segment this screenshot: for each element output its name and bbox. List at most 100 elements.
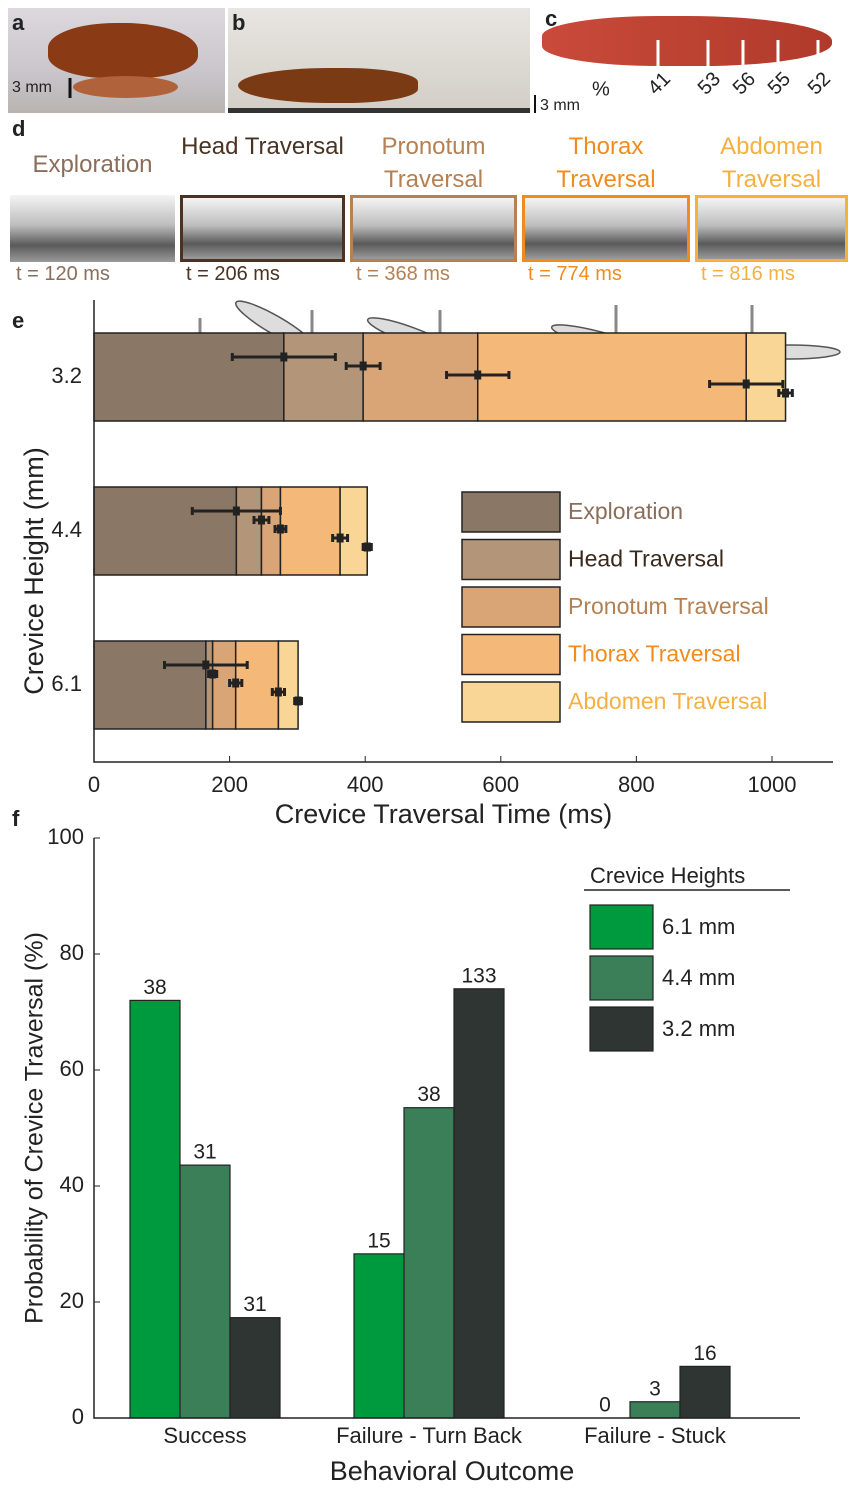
- error-bar: [163, 660, 249, 670]
- bar-segment: [283, 332, 364, 422]
- bar: [453, 988, 505, 1419]
- error-bar: [344, 361, 382, 371]
- error-bar: [708, 379, 785, 389]
- cockroach: [238, 68, 418, 103]
- count-label: 15: [367, 1229, 390, 1252]
- legend-swatch: [461, 681, 561, 723]
- stage-title: Abdomen Traversal: [720, 133, 823, 193]
- segment-label: 56: [729, 68, 760, 99]
- panel-letter: c: [545, 6, 557, 31]
- legend-title: Crevice Heights: [590, 863, 745, 888]
- floor: [228, 108, 530, 113]
- stage-title: Exploration: [32, 151, 153, 178]
- bar-segment: [93, 640, 207, 730]
- bar-segment: [277, 640, 299, 730]
- panel-letter: e: [12, 308, 24, 333]
- stage-time: t = 774 ms: [528, 263, 622, 285]
- y-tick-label: 60: [60, 1056, 84, 1081]
- bar-segment: [476, 332, 747, 422]
- x-tick-label: Failure - Turn Back: [336, 1423, 523, 1448]
- y-tick-label: 4.4: [51, 517, 82, 542]
- legend-label: 3.2 mm: [662, 1016, 735, 1041]
- count-label: 133: [461, 964, 496, 987]
- y-tick-label: 3.2: [51, 363, 82, 388]
- bar-segment: [93, 332, 285, 422]
- coin: [73, 76, 178, 98]
- legend-swatch: [461, 491, 561, 533]
- panel-letter: d: [12, 116, 25, 141]
- x-tick-label: Failure - Stuck: [584, 1423, 727, 1448]
- bar: [403, 1107, 455, 1419]
- legend-label: 6.1 mm: [662, 914, 735, 939]
- legend-swatch: [589, 904, 654, 950]
- x-tick-label: Success: [163, 1423, 246, 1448]
- bar-segment: [745, 332, 787, 422]
- bar: [629, 1401, 681, 1419]
- bar-segment: [339, 486, 368, 576]
- photo-c: [534, 8, 848, 113]
- bar: [679, 1365, 731, 1419]
- segment-label: 41: [644, 68, 675, 99]
- bar-segment: [279, 486, 341, 576]
- count-label: 3: [649, 1377, 661, 1400]
- y-tick-label: 80: [60, 940, 84, 965]
- legend-label: Thorax Traversal: [568, 641, 741, 667]
- bar: [229, 1317, 281, 1419]
- y-tick-label: 0: [72, 1404, 84, 1429]
- legend-swatch: [461, 538, 561, 581]
- error-bar: [361, 542, 373, 552]
- y-axis-label: Crevice Height (mm): [19, 447, 49, 695]
- error-bar: [293, 696, 303, 706]
- panel-letter: a: [12, 10, 25, 35]
- photo-a: [8, 8, 225, 113]
- segment-label: 52: [804, 68, 835, 99]
- x-tick-label: 800: [618, 772, 655, 797]
- legend-swatch: [461, 586, 561, 628]
- cockroach: [48, 23, 198, 78]
- cockroach: [542, 16, 832, 66]
- stage-time: t = 368 ms: [356, 263, 450, 285]
- count-label: 38: [143, 976, 166, 999]
- error-bar: [252, 515, 271, 525]
- bar: [179, 1164, 231, 1419]
- y-axis-label: Probability of Crevice Traversal (%): [21, 932, 49, 1324]
- unit-label: %: [592, 78, 610, 100]
- count-label: 31: [243, 1293, 266, 1316]
- x-tick-label: 0: [88, 772, 100, 797]
- error-bar: [273, 524, 288, 534]
- scale-label: 3 mm: [12, 79, 52, 96]
- stage-image: [10, 195, 175, 262]
- error-bar: [777, 388, 794, 398]
- bar: [353, 1253, 405, 1419]
- error-bar: [270, 687, 287, 697]
- stage-image: [350, 195, 517, 262]
- legend-label: Pronotum Traversal: [568, 593, 769, 619]
- stage-title: Pronotum Traversal: [381, 133, 486, 193]
- error-bar: [228, 678, 244, 688]
- bar-segment: [93, 486, 238, 576]
- error-bar: [230, 352, 337, 362]
- photo-b: [228, 8, 530, 113]
- count-label: 16: [693, 1342, 716, 1365]
- legend-swatch: [589, 1006, 654, 1052]
- stage-time: t = 120 ms: [16, 263, 110, 285]
- count-label: 0: [599, 1394, 611, 1417]
- x-axis-label: Crevice Traversal Time (ms): [275, 799, 613, 829]
- bar: [129, 999, 181, 1419]
- axis-line: [93, 838, 800, 1419]
- panel-letter: b: [232, 10, 245, 35]
- bar-segment: [362, 332, 479, 422]
- legend-label: Abdomen Traversal: [568, 688, 767, 714]
- y-tick-label: 100: [47, 824, 84, 849]
- panel-letter: f: [12, 806, 20, 831]
- x-tick-label: 200: [211, 772, 248, 797]
- stage-image: [180, 195, 345, 262]
- y-tick-label: 6.1: [51, 671, 82, 696]
- stage-title: Thorax Traversal: [556, 133, 656, 193]
- x-axis-label: Behavioral Outcome: [330, 1456, 575, 1486]
- legend-swatch: [589, 955, 654, 1001]
- segment-label: 53: [694, 68, 725, 99]
- bar-segment: [235, 486, 263, 576]
